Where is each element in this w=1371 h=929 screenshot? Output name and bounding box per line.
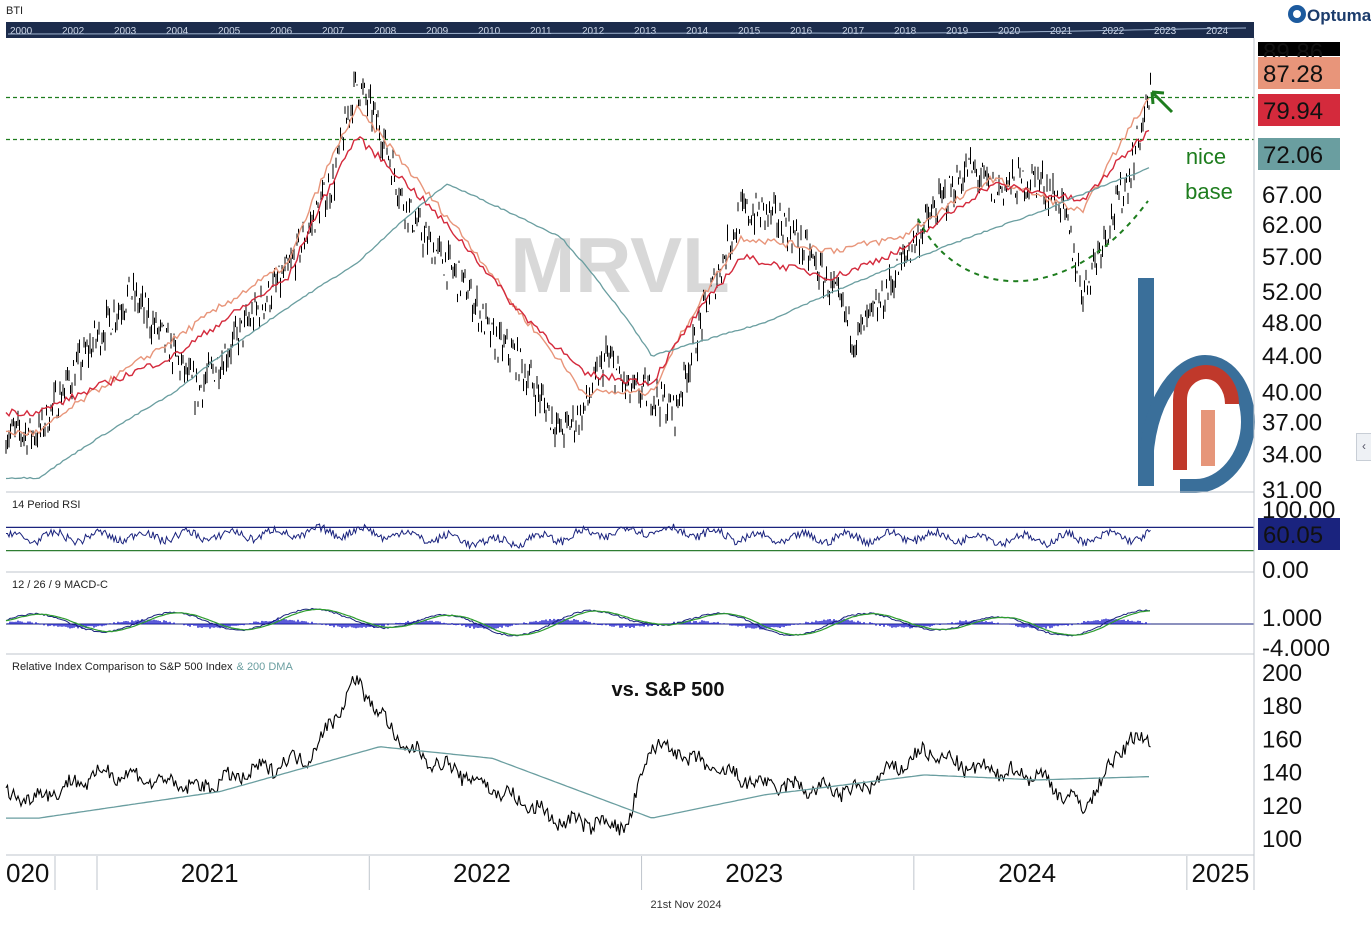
symbol-tag: BTI: [6, 5, 23, 17]
price-axis-tick: 34.00: [1262, 442, 1322, 469]
ma-mid-line: [5, 129, 1150, 418]
navigator-year-label: 2023: [1154, 26, 1177, 37]
relative-axis-tick: 120: [1262, 793, 1302, 820]
navigator-year-label: 2003: [114, 26, 137, 37]
navigator-year-label: 2006: [270, 26, 293, 37]
price-badge: 72.06: [1258, 138, 1340, 170]
macd-signal-line: [5, 608, 1151, 636]
price-series-group: [5, 71, 1151, 480]
time-axis-label: 2021: [181, 858, 239, 888]
navigator-year-label: 2007: [322, 26, 345, 37]
navigator-year-label: 2008: [374, 26, 397, 37]
annotation-nice: nice: [1186, 144, 1226, 169]
price-panel[interactable]: MRVL nice base: [5, 71, 1256, 493]
relative-title: Relative Index Comparison to S&P 500 Ind…: [12, 661, 293, 673]
navigator-year-label: 2005: [218, 26, 241, 37]
price-axis-tick: 44.00: [1262, 343, 1322, 370]
relative-line: [5, 675, 1151, 836]
macd-axis-tick: -4.000: [1262, 635, 1330, 662]
navigator-year-label: 2018: [894, 26, 917, 37]
navigator-years: 2000 2002 2003 2004 2005 2006 2007 2008 2009 2010…: [7, 26, 1247, 37]
price-axis-tick: 67.00: [1262, 182, 1322, 209]
relative-200dma-line: [6, 746, 1149, 819]
price-axis-tick: 52.00: [1262, 279, 1322, 306]
navigator-year-label: 2004: [166, 26, 189, 37]
macd-title: 12 / 26 / 9 MACD-C: [12, 579, 108, 591]
brand-name: Optuma: [1307, 6, 1371, 25]
navigator-year-label: 2024: [1206, 26, 1229, 37]
base-arc-annotation: [917, 200, 1149, 283]
rsi-current-badge: 60.05: [1258, 518, 1340, 550]
navigator-year-label: 2016: [790, 26, 813, 37]
price-axis-tick: 40.00: [1262, 379, 1322, 406]
price-badge: 79.94: [1258, 94, 1340, 126]
macd-axis-tick: 1.000: [1262, 605, 1322, 632]
optuma-logo: Optuma: [1288, 5, 1371, 25]
price-badge-value: 72.06: [1263, 142, 1323, 169]
time-axis-label: 2024: [998, 858, 1056, 888]
rsi-axis-tick: 0.00: [1262, 557, 1309, 584]
price-axis-tick: 48.00: [1262, 310, 1322, 337]
price-axis-tick: 37.00: [1262, 409, 1322, 436]
macd-line: [5, 607, 1151, 637]
navigator-year-label: 2013: [634, 26, 657, 37]
time-axis-label: 2025: [1192, 858, 1250, 888]
macd-panel[interactable]: 1.000 -4.000: [5, 605, 1330, 662]
relative-panel[interactable]: 100 120 140 160 180 200: [5, 660, 1302, 853]
navigator-year-label: 2019: [946, 26, 969, 37]
relative-axis-tick: 160: [1262, 726, 1302, 753]
price-badge-value: 87.28: [1263, 61, 1323, 88]
relative-axis-tick: 100: [1262, 826, 1302, 853]
arrow-annotation: [1150, 90, 1174, 114]
watermark-symbol: MRVL: [510, 221, 730, 309]
navigator-trace: [7, 27, 1247, 35]
relative-annotation: vs. S&P 500: [611, 679, 724, 701]
navigator-year-label: 2014: [686, 26, 709, 37]
ma-long-line: [5, 167, 1150, 480]
collapse-panel-button[interactable]: ‹: [1356, 433, 1371, 461]
price-axis[interactable]: 34.00 37.00 40.00 44.00 48.00 52.00 57.00 62.00…: [1262, 182, 1322, 504]
relative-axis-tick: 140: [1262, 760, 1302, 787]
rsi-title: 14 Period RSI: [12, 499, 80, 511]
navigator-year-label: 2011: [530, 26, 552, 37]
navigator-year-label: 2000: [10, 26, 33, 37]
price-axis-tick: 31.00: [1262, 477, 1322, 504]
navigator-year-label: 2012: [582, 26, 605, 37]
price-axis-tick: 62.00: [1262, 212, 1322, 239]
navigator-year-label: 2022: [1102, 26, 1125, 37]
navigator-year-label: 2020: [998, 26, 1021, 37]
price-badge: 87.28: [1258, 57, 1340, 89]
navigator-year-label: 2017: [842, 26, 865, 37]
bh-logo: [1138, 278, 1256, 493]
footer-date: 21st Nov 2024: [651, 899, 722, 911]
navigator-year-label: 2002: [62, 26, 85, 37]
navigator-year-label: 2010: [478, 26, 501, 37]
relative-axis-tick: 180: [1262, 693, 1302, 720]
resistance-lines: [6, 96, 1254, 141]
time-axis-label: 2022: [453, 858, 511, 888]
navigator-year-label: 2015: [738, 26, 761, 37]
price-axis-tick: 57.00: [1262, 244, 1322, 271]
ma-short-line: [5, 97, 1150, 437]
annotation-base: base: [1185, 179, 1233, 204]
rsi-line: [6, 523, 1151, 550]
navigator-year-label: 2009: [426, 26, 449, 37]
time-axis-label: 2023: [725, 858, 783, 888]
time-axis[interactable]: 020 2021 2022 2023 2024 2025: [6, 856, 1249, 890]
rsi-current-value: 60.05: [1263, 522, 1323, 549]
macd-histogram: [7, 618, 1151, 630]
relative-axis-tick: 200: [1262, 660, 1302, 687]
time-axis-label: 020: [6, 858, 49, 888]
price-badge-value: 79.94: [1263, 98, 1323, 125]
